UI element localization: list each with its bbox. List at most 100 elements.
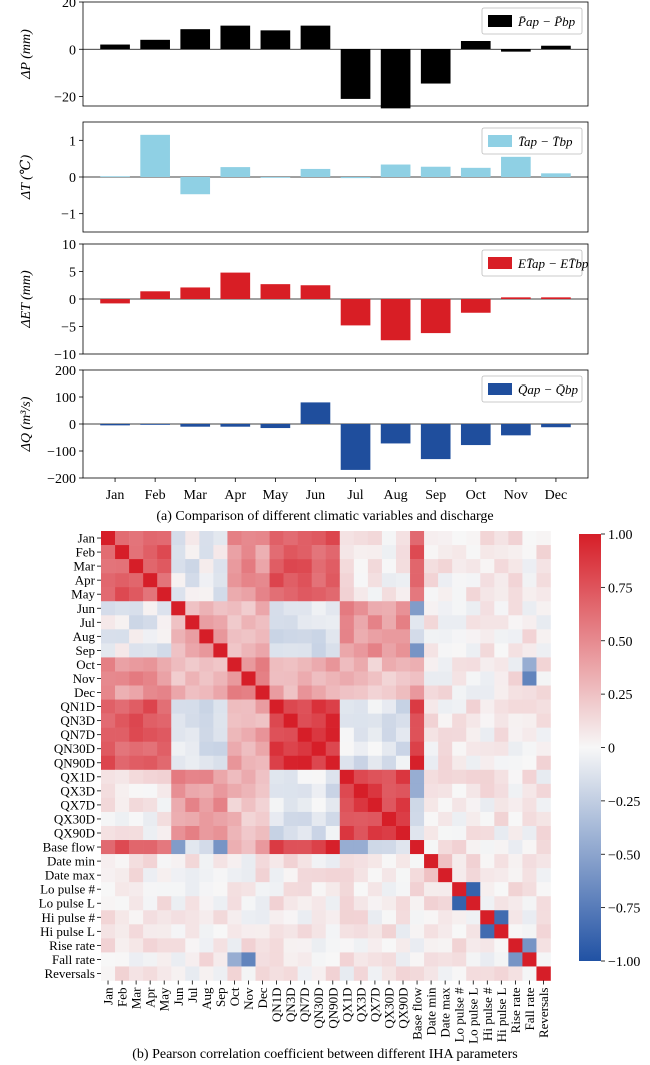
heatmap-cell (466, 825, 481, 841)
heatmap-cell (269, 854, 284, 869)
heatmap-cell (213, 868, 228, 883)
heatmap-cell (494, 643, 509, 658)
heatmap-cell (508, 699, 523, 714)
y-tick-label: 100 (55, 391, 76, 406)
heatmap-cell (199, 854, 214, 869)
heatmap-cell (185, 699, 200, 714)
col-label: QX30D (381, 988, 396, 1029)
col-label: Dec (255, 987, 270, 1008)
heatmap-cell (367, 938, 383, 953)
heatmap-cell (129, 671, 144, 686)
heatmap-cell (101, 840, 116, 855)
y-tick-label: −20 (54, 91, 76, 106)
heatmap-cell (339, 615, 355, 630)
x-tick-label: Jun (306, 488, 325, 503)
heatmap-cell (410, 938, 425, 953)
heatmap-cell (424, 868, 439, 883)
heatmap-cell (297, 755, 313, 771)
heatmap-cell (339, 685, 355, 700)
legend-box (481, 375, 583, 403)
heatmap-cell (101, 699, 116, 714)
heatmap-cell (508, 531, 523, 546)
heatmap-cell (424, 587, 439, 602)
heatmap-cell (269, 559, 284, 574)
heatmap-cell (255, 811, 270, 827)
heatmap-cell (143, 685, 158, 700)
heatmap-cell (367, 910, 383, 925)
heatmap-cell (466, 910, 481, 925)
heatmap-cell (522, 573, 537, 588)
heatmap-cell (297, 896, 313, 911)
heatmap-cell (283, 587, 298, 602)
heatmap-cell (115, 587, 130, 602)
heatmap-cell (297, 741, 313, 757)
heatmap-cell (466, 741, 481, 757)
heatmap-cell (101, 629, 116, 644)
heatmap-cell (508, 755, 523, 771)
bar-Aug (380, 49, 411, 109)
heatmap-cell (199, 559, 214, 574)
heatmap-cell (143, 868, 158, 883)
heatmap-cell (227, 685, 242, 700)
heatmap-cell (213, 924, 228, 939)
heatmap-cell (227, 657, 242, 672)
heatmap-cell (101, 868, 116, 883)
heatmap-cell (297, 938, 313, 953)
heatmap-cell (255, 952, 270, 967)
heatmap-cell (143, 952, 158, 967)
heatmap-cell (508, 882, 523, 897)
heatmap-cell (452, 685, 467, 700)
heatmap-cell (508, 657, 523, 672)
heatmap-cell (508, 671, 523, 686)
legend-label: ET̄ap − ET̄bp (517, 256, 589, 271)
heatmap-cell (213, 952, 228, 967)
heatmap-cell (494, 783, 509, 799)
heatmap-cell (241, 727, 256, 743)
heatmap-cell (157, 559, 172, 574)
heatmap-cell (466, 854, 481, 869)
heatmap-cell (438, 713, 453, 728)
heatmap-cell (325, 868, 341, 883)
heatmap-cell (522, 783, 537, 799)
heatmap-cell (452, 769, 467, 785)
heatmap-cell (241, 966, 256, 981)
heatmap-cell (241, 671, 256, 686)
heatmap-cell (185, 685, 200, 700)
heatmap-cell (466, 769, 481, 785)
heatmap-cell (466, 573, 481, 588)
heatmap-cell (325, 657, 341, 672)
bar-Dec (541, 173, 571, 177)
heatmap-cell (213, 699, 228, 714)
heatmap-cell (325, 671, 341, 686)
heatmap-cell (157, 840, 172, 855)
heatmap-cell (143, 531, 158, 546)
heatmap-cell (494, 797, 509, 813)
heatmap-cell (157, 854, 172, 869)
heatmap-cell (410, 531, 425, 546)
heatmap-cell (227, 755, 242, 771)
bar-Mar (180, 29, 211, 50)
heatmap-cell (129, 966, 144, 981)
heatmap-cell (129, 896, 144, 911)
heatmap-cell (325, 727, 341, 743)
heatmap-cell (227, 868, 242, 883)
heatmap-cell (213, 882, 228, 897)
heatmap-cell (438, 671, 453, 686)
heatmap-cell (213, 713, 228, 728)
heatmap-cell (522, 910, 537, 925)
heatmap-cell (101, 559, 116, 574)
heatmap-cells (101, 531, 551, 981)
heatmap-cell (227, 587, 242, 602)
heatmap-cell (424, 559, 439, 574)
heatmap-cell (241, 769, 256, 785)
heatmap-cell (536, 952, 551, 967)
col-label: Oct (227, 987, 242, 1006)
heatmap-cell (438, 769, 453, 785)
heatmap-cell (381, 671, 397, 686)
heatmap-cell (381, 727, 397, 743)
heatmap-cell (536, 868, 551, 883)
caption-a: (a) Comparison of different climatic var… (156, 509, 493, 524)
heatmap-cell (185, 966, 200, 981)
